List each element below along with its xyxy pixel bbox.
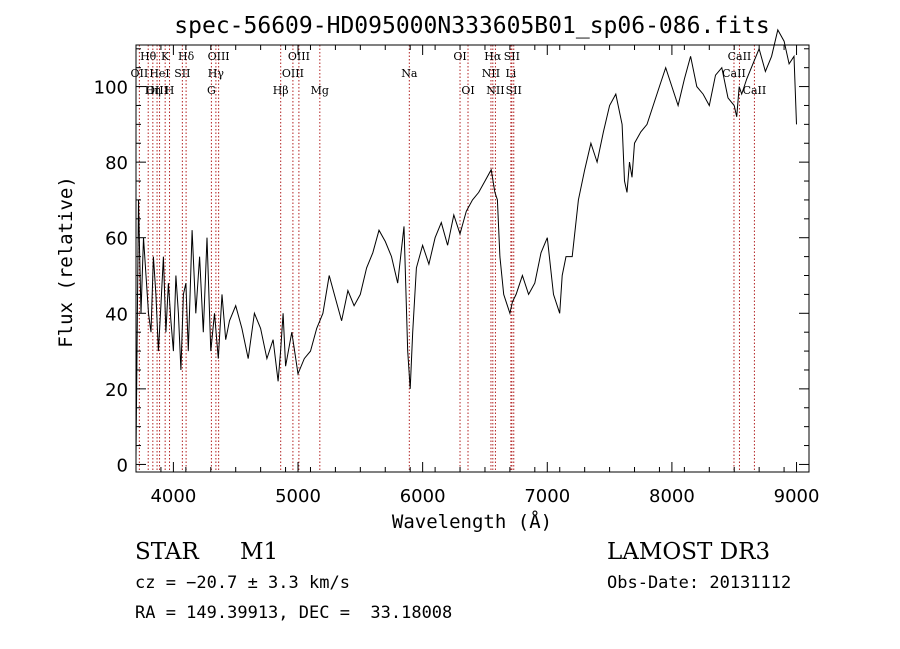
marker-label: Hβ <box>273 84 289 97</box>
marker-label: Hη <box>145 84 161 97</box>
chart-title: spec-56609-HD095000N333605B01_sp06-086.f… <box>174 13 769 39</box>
marker-label: CaII <box>722 67 746 80</box>
marker-label: SII <box>506 84 522 97</box>
ra-dec-coordinates: RA = 149.39913, DEC = 33.18008 <box>135 603 453 623</box>
marker-label: Hδ <box>178 50 195 63</box>
plot-frame <box>135 44 810 473</box>
x-tick-label: 6000 <box>400 486 446 507</box>
x-tick-label: 5000 <box>275 486 321 507</box>
survey-name: LAMOST DR3 <box>607 539 771 565</box>
spectrum-line <box>135 28 797 457</box>
marker-label: CaII <box>728 50 752 63</box>
y-tick-label: 80 <box>105 153 128 174</box>
marker-label: HeI <box>149 67 169 80</box>
y-tick-label: 40 <box>105 304 128 325</box>
y-tick-label: 60 <box>105 229 128 250</box>
marker-label: Na <box>401 67 418 80</box>
x-tick-label: 9000 <box>774 486 820 507</box>
marker-label: OI <box>453 50 466 63</box>
emission-line-markers <box>138 45 755 472</box>
x-axis: 4000 5000 6000 7000 8000 9000 <box>135 45 820 507</box>
marker-label: CaII <box>743 84 767 97</box>
marker-label: OIII <box>208 50 230 63</box>
marker-label: OIII <box>288 50 310 63</box>
y-tick-label: 0 <box>117 455 128 476</box>
marker-label: G <box>207 84 216 97</box>
marker-label: OIII <box>282 67 304 80</box>
object-class: STAR <box>135 539 199 565</box>
y-axis: 0 20 40 60 80 100 <box>94 48 809 476</box>
marker-label: Mg <box>311 84 329 97</box>
x-tick-label: 4000 <box>150 486 196 507</box>
marker-label: NII <box>482 67 500 80</box>
marker-label: H <box>165 84 175 97</box>
x-tick-label: 8000 <box>649 486 695 507</box>
x-tick-label: 7000 <box>524 486 570 507</box>
object-subclass: M1 <box>240 539 279 565</box>
marker-label: K <box>161 50 170 63</box>
y-tick-label: 20 <box>105 380 128 401</box>
marker-label: SII <box>174 67 190 80</box>
marker-label: Hα <box>484 50 502 63</box>
x-axis-label: Wavelength (Å) <box>392 510 552 533</box>
y-axis-label: Flux (relative) <box>55 176 77 348</box>
marker-label: Li <box>505 67 516 80</box>
marker-label: OI <box>461 84 474 97</box>
redshift-velocity: cz = −20.7 ± 3.3 km/s <box>135 573 350 593</box>
y-tick-label: 100 <box>94 78 128 99</box>
marker-label: OII <box>131 67 149 80</box>
observation-date: Obs-Date: 20131112 <box>607 573 792 593</box>
marker-label: SII <box>504 50 520 63</box>
marker-label: NII <box>486 84 504 97</box>
marker-label: Hγ <box>208 67 225 80</box>
marker-label: Hθ <box>140 50 157 63</box>
line-marker-labels: Hθ OII OIII K HeI Hη SII H Hδ OIII Hγ G OIII OIII Hβ Mg… <box>131 50 767 97</box>
marker-label: OIII <box>146 84 168 97</box>
